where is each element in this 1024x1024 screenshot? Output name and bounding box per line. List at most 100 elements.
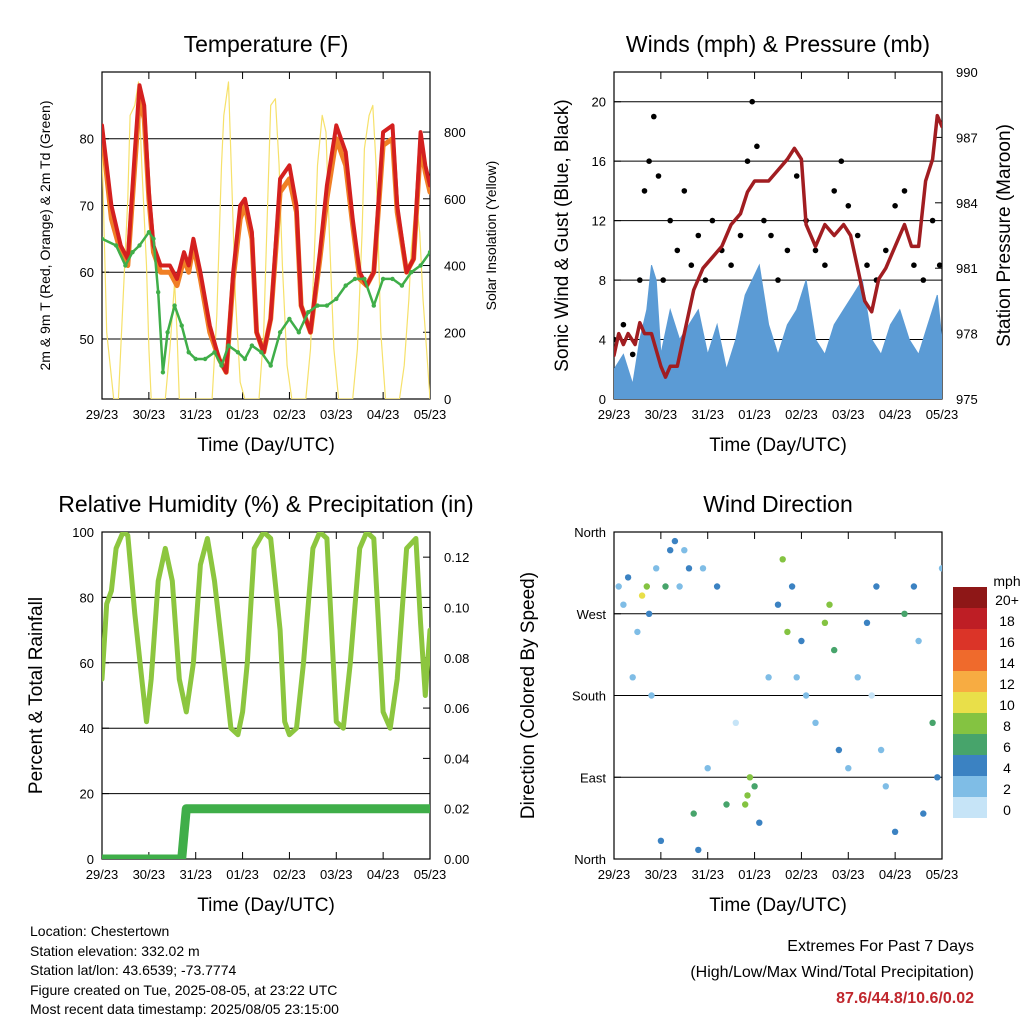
direction-point <box>624 574 632 581</box>
direction-point <box>713 583 721 590</box>
direction-point <box>648 692 655 699</box>
colorbar-label: 0 <box>1003 802 1011 818</box>
dewpoint-point <box>172 303 177 308</box>
direction-point <box>744 792 751 799</box>
direction-point <box>732 719 739 726</box>
y2-tick-label: 400 <box>444 259 466 274</box>
colorbar-label: 10 <box>999 697 1015 713</box>
x-tick-label: 31/23 <box>179 867 212 882</box>
gust-point <box>920 277 927 283</box>
gust-point <box>901 188 908 194</box>
x-tick-label: 31/23 <box>179 407 212 422</box>
colorbar-swatch <box>953 671 987 692</box>
panel-title: Relative Humidity (%) & Precipitation (i… <box>58 491 473 517</box>
colorbar-swatch <box>953 692 987 713</box>
x-tick-label: 05/23 <box>414 407 447 422</box>
dewpoint-point <box>186 350 191 355</box>
gust-point <box>892 203 898 209</box>
x-tick-label: 01/23 <box>738 867 771 882</box>
dewpoint-point <box>156 290 161 295</box>
gust-point <box>681 188 688 194</box>
relative-humidity-line <box>102 532 430 738</box>
direction-point <box>629 674 636 681</box>
direction-point <box>742 801 749 808</box>
direction-point <box>929 719 936 726</box>
plot-frame <box>101 71 431 400</box>
dewpoint-point <box>268 363 273 368</box>
y-tick-label: 0 <box>599 392 606 407</box>
direction-point <box>676 583 683 590</box>
dewpoint-point <box>399 283 405 288</box>
latest-timestamp: Most recent data timestamp: 2025/08/05 2… <box>30 1001 339 1017</box>
dewpoint-point <box>113 243 119 248</box>
colorbar-label: 20+ <box>995 592 1019 608</box>
station-pressure-line <box>614 113 942 379</box>
x-tick-label: 29/23 <box>598 407 631 422</box>
gust-point <box>831 188 837 194</box>
dewpoint-point <box>343 283 348 288</box>
gust-point <box>761 217 767 224</box>
station-info: Location: Chestertown Station elevation:… <box>30 922 339 1020</box>
direction-point <box>826 601 833 608</box>
panel-title: Temperature (F) <box>184 31 349 57</box>
direction-point <box>662 583 669 590</box>
colorbar-swatch <box>953 713 987 734</box>
colorbar-swatch <box>953 650 987 671</box>
y2-tick-label: 0.08 <box>444 651 469 666</box>
y-tick-label: 20 <box>80 787 94 802</box>
direction-point <box>774 601 782 608</box>
dewpoint-point <box>371 303 376 308</box>
y2-tick-label: 0.06 <box>444 701 469 716</box>
station-latlon: Station lat/lon: 43.6539; -73.7774 <box>30 962 237 978</box>
dewpoint-point <box>427 250 430 255</box>
direction-point <box>695 846 702 854</box>
direction-point <box>798 637 805 645</box>
gust-point <box>655 173 662 179</box>
station-elevation: Station elevation: 332.02 m <box>30 942 200 959</box>
direction-point <box>854 674 861 681</box>
x-tick-label: 02/23 <box>785 867 818 882</box>
dewpoint-point <box>137 243 142 248</box>
gust-point <box>864 262 870 269</box>
gust-point <box>728 262 734 269</box>
x-tick-label: 04/23 <box>879 407 912 422</box>
direction-point <box>882 783 889 790</box>
direction-point <box>863 619 871 626</box>
direction-point <box>868 692 875 699</box>
dewpoint-point <box>202 356 208 362</box>
gust-point <box>929 217 936 224</box>
dewpoint-point <box>380 276 386 282</box>
gust-point <box>641 188 648 194</box>
x-tick-label: 03/23 <box>320 407 353 422</box>
direction-point <box>723 801 730 808</box>
y-tick-label: 4 <box>599 333 606 348</box>
y2-tick-label: 200 <box>444 325 466 340</box>
x-tick-label: 01/23 <box>226 407 259 422</box>
y-tick-label: 60 <box>80 265 94 280</box>
gust-point <box>883 247 889 254</box>
dewpoint-point <box>249 343 255 348</box>
y-tick-label: North <box>574 852 606 867</box>
direction-point <box>938 565 942 572</box>
dewpoint-point <box>123 263 128 268</box>
x-tick-label: 05/23 <box>926 407 959 422</box>
dewpoint-point <box>212 350 217 355</box>
y-tick-label: 80 <box>80 590 94 605</box>
gust-point <box>660 277 666 283</box>
direction-point <box>765 674 772 681</box>
x-tick-label: 31/23 <box>691 407 724 422</box>
dewpoint-point <box>179 323 184 328</box>
y2-tick-label: 978 <box>956 327 978 342</box>
x-tick-label: 29/23 <box>86 407 119 422</box>
colorbar-title: mph <box>993 573 1020 589</box>
y-tick-label: 16 <box>592 154 606 169</box>
direction-point <box>681 547 688 554</box>
y2-tick-label: 987 <box>956 130 978 145</box>
colorbar-label: 6 <box>1003 739 1011 755</box>
direction-point <box>784 628 791 636</box>
gust-point <box>620 321 627 328</box>
extremes-box: Extremes For Past 7 Days (High/Low/Max W… <box>690 934 974 1012</box>
